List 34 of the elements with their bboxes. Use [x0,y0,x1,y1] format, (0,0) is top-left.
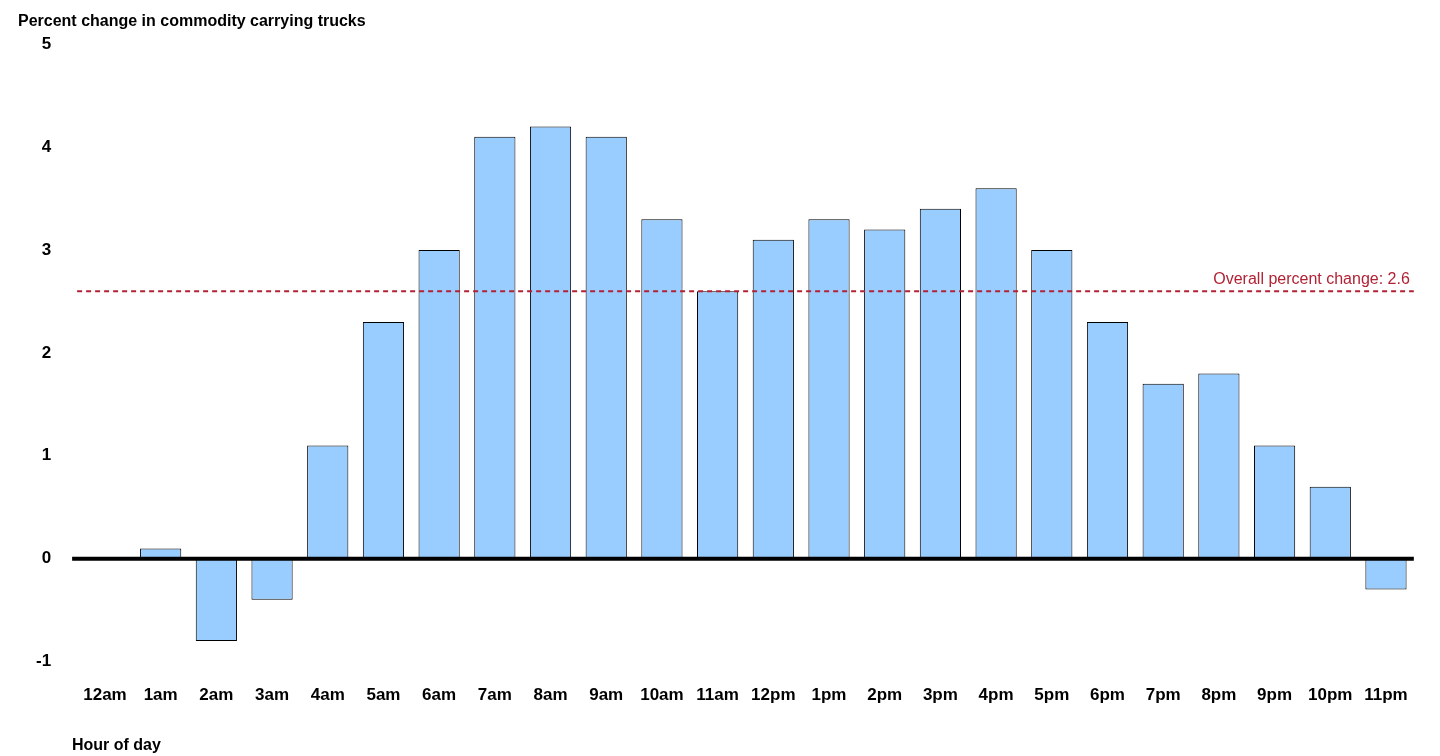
x-tick-label: 10am [640,685,684,705]
x-tick-label: 2pm [867,685,903,705]
y-tick-label: 4 [41,136,52,156]
x-tick-label: 12pm [751,685,796,705]
x-tick-label: 1am [143,685,178,705]
x-tick-label: 12am [83,685,127,705]
y-tick-label: 1 [41,445,52,465]
x-tick-label: 2am [199,685,234,705]
x-tick-label: 3am [255,685,290,705]
y-tick-label: 0 [41,548,52,568]
x-tick-label: 3pm [922,685,958,705]
x-tick-label: 8am [533,685,568,705]
x-axis-title: Hour of day [72,736,161,754]
x-tick-label: 4pm [978,685,1014,705]
x-tick-label: 9am [589,685,624,705]
y-axis-title: Percent change in commodity carrying trucks [18,12,366,30]
x-tick-label: 6am [422,685,457,705]
x-tick-label: 11pm [1364,685,1408,705]
y-tick-label: 5 [41,33,52,53]
x-tick-label: 10pm [1308,685,1353,705]
x-tick-label: 1pm [811,685,847,705]
y-tick-label: -1 [35,651,52,671]
x-tick-label: 7am [477,685,512,705]
y-tick-label: 3 [41,239,52,259]
x-tick-label: 8pm [1201,685,1237,705]
x-tick-label: 7pm [1145,685,1181,705]
y-tick-label: 2 [41,342,52,362]
x-tick-label: 4am [310,685,345,705]
ref-line-label: Overall percent change: 2.6 [1213,269,1410,287]
x-tick-label: 5pm [1034,685,1070,705]
x-tick-label: 11am [696,685,739,705]
x-tick-label: 9pm [1257,685,1293,705]
x-tick-label: 5am [366,685,401,705]
x-tick-label: 6pm [1090,685,1125,705]
